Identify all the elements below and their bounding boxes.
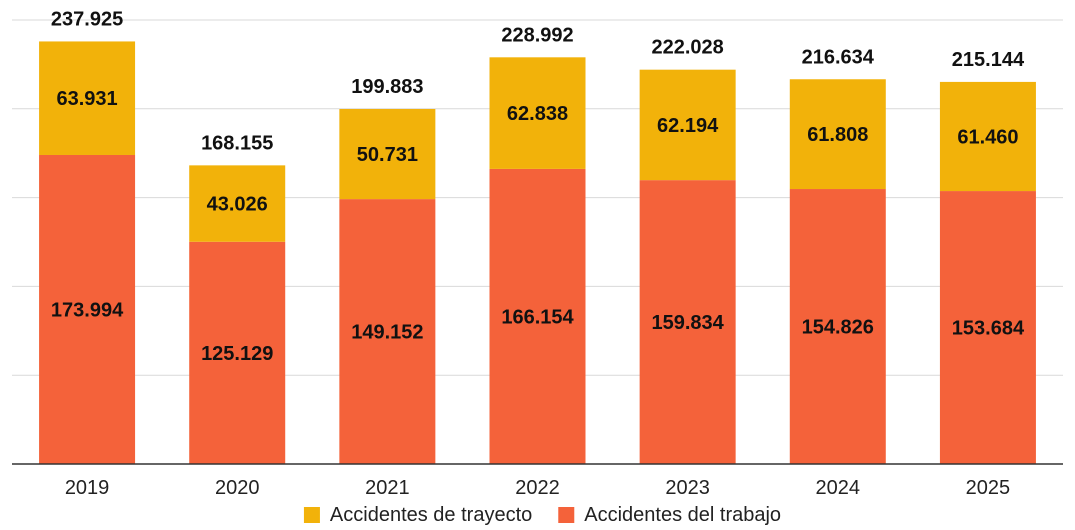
data-label-trabajo-2022: 166.154 (501, 306, 574, 328)
bar-segment-trabajo-2019 (39, 154, 136, 465)
x-tick-label-2021: 2021 (365, 477, 410, 499)
x-tick-label-2019: 2019 (65, 477, 110, 499)
bars (39, 41, 1036, 465)
data-label-trayecto-2023: 62.194 (657, 115, 719, 137)
data-label-trayecto-2021: 50.731 (357, 144, 418, 166)
bar-segment-trayecto-2020 (189, 165, 286, 242)
bar-segment-trayecto-2025 (939, 81, 1036, 192)
x-tick-label-2020: 2020 (215, 477, 260, 499)
data-label-trabajo-2023: 159.834 (651, 312, 724, 334)
data-label-trabajo-2019: 173.994 (51, 299, 124, 321)
bar-segment-trayecto-2024 (789, 79, 886, 190)
x-tick-label-2023: 2023 (665, 477, 710, 499)
legend-label-trayecto: Accidentes de trayecto (330, 504, 532, 526)
data-label-trabajo-2025: 153.684 (952, 318, 1025, 340)
data-label-trayecto-2022: 62.838 (507, 103, 568, 125)
data-label-trayecto-2024: 61.808 (807, 124, 868, 146)
total-label-2023: 222.028 (651, 37, 723, 59)
legend-swatch-trabajo (558, 507, 575, 523)
bar-segment-trabajo-2024 (789, 189, 886, 464)
bar-segment-trayecto-2021 (339, 109, 436, 200)
data-label-trayecto-2019: 63.931 (56, 88, 117, 110)
data-label-trayecto-2020: 43.026 (207, 194, 268, 216)
total-label-2022: 228.992 (501, 24, 573, 46)
bar-segment-trayecto-2022 (489, 57, 586, 169)
x-tick-label-2024: 2024 (816, 477, 861, 499)
total-label-2020: 168.155 (201, 132, 273, 154)
data-label-trayecto-2025: 61.460 (957, 126, 1018, 148)
legend: Accidentes de trayecto Accidentes del tra… (303, 504, 781, 526)
x-tick-label-2022: 2022 (515, 477, 560, 499)
legend-swatch-trayecto (303, 507, 320, 523)
total-label-2019: 237.925 (51, 8, 123, 30)
bar-segment-trabajo-2020 (189, 241, 286, 464)
x-axis-ticks: 2019 2020 2021 2022 2023 2024 2025 (65, 477, 1010, 499)
legend-label-trabajo: Accidentes del trabajo (584, 504, 781, 526)
x-tick-label-2025: 2025 (966, 477, 1011, 499)
bar-segment-trayecto-2019 (39, 41, 136, 155)
bar-segment-trabajo-2022 (489, 168, 586, 464)
data-label-trabajo-2020: 125.129 (201, 343, 273, 365)
data-label-trabajo-2024: 154.826 (802, 317, 874, 339)
data-label-trabajo-2021: 149.152 (351, 322, 423, 344)
total-label-2021: 199.883 (351, 76, 423, 98)
segment-labels: 173.994 63.931 125.129 43.026 149.152 50.731 1… (51, 88, 1025, 365)
total-labels: 237.925 168.155 199.883 228.992 222.028 216.6… (51, 8, 1025, 154)
bar-segment-trayecto-2023 (639, 69, 736, 181)
total-label-2024: 216.634 (802, 46, 875, 68)
bar-segment-trabajo-2023 (639, 180, 736, 464)
bar-segment-trabajo-2021 (339, 199, 436, 464)
total-label-2025: 215.144 (952, 49, 1025, 71)
bar-segment-trabajo-2025 (939, 191, 1036, 464)
